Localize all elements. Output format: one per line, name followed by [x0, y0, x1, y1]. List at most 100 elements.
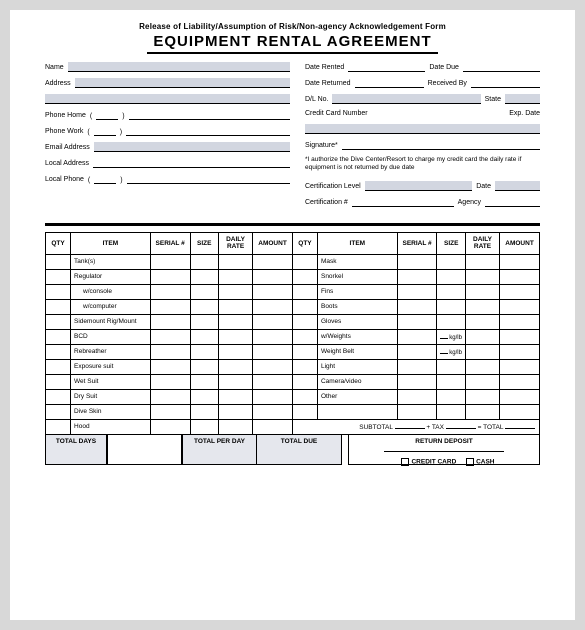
serial-cell[interactable] — [397, 359, 437, 374]
rate-cell[interactable] — [465, 404, 499, 419]
amount-cell[interactable] — [500, 329, 540, 344]
rate-cell[interactable] — [218, 254, 252, 269]
email-input[interactable] — [94, 142, 290, 152]
serial-cell[interactable] — [150, 404, 190, 419]
phone-work-area[interactable] — [94, 126, 116, 136]
rate-cell[interactable] — [218, 359, 252, 374]
cert-date-input[interactable] — [495, 181, 540, 191]
serial-cell[interactable] — [397, 299, 437, 314]
rate-cell[interactable] — [465, 254, 499, 269]
amount-cell[interactable] — [253, 389, 293, 404]
credit-card-checkbox[interactable] — [401, 458, 409, 466]
qty-cell[interactable] — [46, 389, 71, 404]
address-input[interactable] — [75, 78, 290, 88]
date-rented-input[interactable] — [348, 62, 425, 72]
qty-cell[interactable] — [46, 269, 71, 284]
amount-cell[interactable] — [253, 254, 293, 269]
date-returned-input[interactable] — [355, 78, 424, 88]
size-cell[interactable] — [190, 404, 218, 419]
local-phone-input[interactable] — [127, 174, 290, 184]
qty-cell[interactable] — [292, 374, 317, 389]
qty-cell[interactable] — [292, 314, 317, 329]
amount-cell[interactable] — [500, 359, 540, 374]
amount-cell[interactable] — [500, 314, 540, 329]
address2-input[interactable] — [45, 94, 290, 104]
amount-cell[interactable] — [500, 299, 540, 314]
qty-cell[interactable] — [292, 299, 317, 314]
serial-cell[interactable] — [150, 419, 190, 434]
qty-cell[interactable] — [46, 314, 71, 329]
phone-home-input[interactable] — [129, 110, 290, 120]
date-due-input[interactable] — [463, 62, 540, 72]
cert-level-input[interactable] — [365, 181, 473, 191]
phone-home-area[interactable] — [96, 110, 118, 120]
qty-cell[interactable] — [292, 254, 317, 269]
rate-cell[interactable] — [465, 284, 499, 299]
serial-cell[interactable] — [150, 299, 190, 314]
serial-cell[interactable] — [397, 269, 437, 284]
qty-cell[interactable] — [292, 404, 317, 419]
size-cell[interactable] — [190, 284, 218, 299]
rate-cell[interactable] — [218, 404, 252, 419]
serial-cell[interactable] — [397, 344, 437, 359]
qty-cell[interactable] — [46, 299, 71, 314]
qty-cell[interactable] — [292, 284, 317, 299]
amount-cell[interactable] — [500, 254, 540, 269]
phone-work-input[interactable] — [126, 126, 290, 136]
amount-cell[interactable] — [253, 359, 293, 374]
amount-cell[interactable] — [253, 284, 293, 299]
return-deposit-input[interactable] — [384, 445, 504, 452]
state-input[interactable] — [505, 94, 540, 104]
rate-cell[interactable] — [218, 299, 252, 314]
rate-cell[interactable] — [465, 359, 499, 374]
signature-input[interactable] — [342, 140, 540, 150]
amount-cell[interactable] — [253, 344, 293, 359]
amount-cell[interactable] — [253, 314, 293, 329]
rate-cell[interactable] — [465, 329, 499, 344]
serial-cell[interactable] — [150, 254, 190, 269]
size-cell[interactable] — [190, 344, 218, 359]
qty-cell[interactable] — [46, 329, 71, 344]
amount-cell[interactable] — [253, 374, 293, 389]
size-cell[interactable] — [437, 269, 465, 284]
amount-cell[interactable] — [253, 404, 293, 419]
amount-cell[interactable] — [253, 299, 293, 314]
rate-cell[interactable] — [465, 389, 499, 404]
qty-cell[interactable] — [292, 269, 317, 284]
rate-cell[interactable] — [218, 269, 252, 284]
amount-cell[interactable] — [500, 404, 540, 419]
serial-cell[interactable] — [397, 404, 437, 419]
qty-cell[interactable] — [292, 344, 317, 359]
serial-cell[interactable] — [150, 269, 190, 284]
rate-cell[interactable] — [218, 419, 252, 434]
rate-cell[interactable] — [218, 314, 252, 329]
amount-cell[interactable] — [500, 389, 540, 404]
rate-cell[interactable] — [218, 329, 252, 344]
size-cell[interactable] — [190, 419, 218, 434]
serial-cell[interactable] — [397, 389, 437, 404]
rate-cell[interactable] — [218, 374, 252, 389]
qty-cell[interactable] — [292, 329, 317, 344]
size-cell[interactable] — [437, 404, 465, 419]
rate-cell[interactable] — [465, 344, 499, 359]
serial-cell[interactable] — [150, 374, 190, 389]
serial-cell[interactable] — [397, 374, 437, 389]
size-cell[interactable] — [190, 374, 218, 389]
size-cell[interactable] — [437, 389, 465, 404]
rate-cell[interactable] — [218, 284, 252, 299]
qty-cell[interactable] — [46, 359, 71, 374]
amount-cell[interactable] — [500, 269, 540, 284]
size-cell[interactable] — [190, 329, 218, 344]
amount-cell[interactable] — [253, 269, 293, 284]
qty-cell[interactable] — [46, 344, 71, 359]
total-days-value[interactable] — [107, 435, 182, 465]
amount-cell[interactable] — [500, 374, 540, 389]
rate-cell[interactable] — [465, 299, 499, 314]
qty-cell[interactable] — [46, 254, 71, 269]
qty-cell[interactable] — [46, 374, 71, 389]
serial-cell[interactable] — [150, 389, 190, 404]
size-cell[interactable] — [190, 254, 218, 269]
qty-cell[interactable] — [46, 404, 71, 419]
dl-input[interactable] — [332, 94, 480, 104]
size-cell[interactable] — [437, 359, 465, 374]
